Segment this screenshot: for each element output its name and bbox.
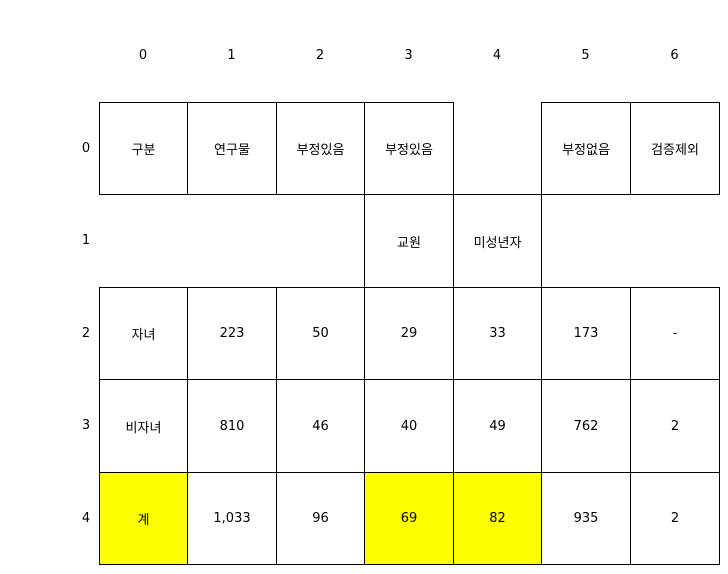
table-cell-r0-c6: 검증제외 bbox=[630, 102, 720, 195]
column-index-3: 3 bbox=[404, 47, 413, 63]
table-cell-r1-c2 bbox=[276, 194, 365, 288]
column-index-6: 6 bbox=[670, 47, 679, 63]
table-cell-r0-c1: 연구물 bbox=[187, 102, 277, 195]
column-index-4: 4 bbox=[492, 47, 502, 63]
table-cell-r3-c0: 비자녀 bbox=[99, 379, 188, 473]
table-cell-r1-c5 bbox=[541, 194, 631, 288]
table-cell-r2-c1: 223 bbox=[187, 287, 277, 380]
table-cell-r1-c3: 교원 bbox=[364, 194, 454, 288]
table-cell-r2-c5: 173 bbox=[541, 287, 631, 380]
column-index-1: 1 bbox=[227, 47, 236, 63]
table-cell-r0-c4 bbox=[453, 102, 542, 195]
table-cell-r4-c3: 69 bbox=[364, 472, 454, 565]
table-cell-r2-c0: 자녀 bbox=[99, 287, 188, 380]
row-index-2: 2 bbox=[81, 325, 91, 341]
table-cell-r4-c0: 계 bbox=[99, 472, 188, 565]
table-cell-r2-c4: 33 bbox=[453, 287, 542, 380]
table-cell-r4-c5: 935 bbox=[541, 472, 631, 565]
table-cell-r0-c2: 부정있음 bbox=[276, 102, 365, 195]
column-index-0: 0 bbox=[138, 47, 148, 63]
row-index-0: 0 bbox=[81, 140, 91, 156]
table-cell-r4-c2: 96 bbox=[276, 472, 365, 565]
table-cell-r3-c6: 2 bbox=[630, 379, 720, 473]
table-cell-r3-c2: 46 bbox=[276, 379, 365, 473]
row-index-3: 3 bbox=[81, 418, 91, 433]
table-cell-r4-c1: 1,033 bbox=[187, 472, 277, 565]
table-cell-r0-c3: 부정있음 bbox=[364, 102, 454, 195]
row-index-4: 4 bbox=[81, 510, 91, 526]
row-index-1: 1 bbox=[81, 233, 91, 248]
table-cell-r1-c6 bbox=[630, 194, 720, 288]
table-cell-r1-c0 bbox=[99, 194, 188, 288]
table-cell-r4-c4: 82 bbox=[453, 472, 542, 565]
table-cell-r2-c6: - bbox=[630, 287, 720, 380]
table-cell-r3-c1: 810 bbox=[187, 379, 277, 473]
table-cell-r3-c4: 49 bbox=[453, 379, 542, 473]
table-cell-r1-c1 bbox=[187, 194, 277, 288]
table-cell-r2-c2: 50 bbox=[276, 287, 365, 380]
table-cell-r3-c3: 40 bbox=[364, 379, 454, 473]
table-cell-r0-c0: 구분 bbox=[99, 102, 188, 195]
column-index-5: 5 bbox=[581, 47, 590, 63]
table-cell-r2-c3: 29 bbox=[364, 287, 454, 380]
column-index-2: 2 bbox=[315, 47, 325, 63]
table-cell-r4-c6: 2 bbox=[630, 472, 720, 565]
table-cell-r0-c5: 부정없음 bbox=[541, 102, 631, 195]
table-cell-r3-c5: 762 bbox=[541, 379, 631, 473]
table-cell-r1-c4: 미성년자 bbox=[453, 194, 542, 288]
